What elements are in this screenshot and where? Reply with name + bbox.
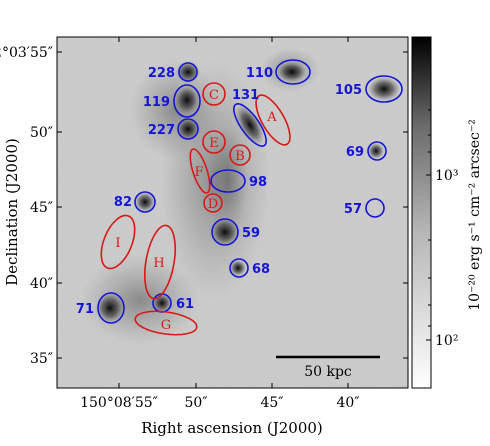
- y-tick-label: 2°03′55″: [0, 45, 53, 61]
- region-label: A: [266, 110, 277, 125]
- region-82-marker: [134, 191, 156, 213]
- region-label: 57: [344, 202, 362, 217]
- region-label: D: [208, 197, 218, 212]
- region-label: 228: [148, 66, 175, 81]
- region-label: 98: [249, 175, 267, 190]
- colorbar-ticks: [426, 109, 431, 341]
- region-110-marker: [275, 59, 311, 85]
- region-label: E: [209, 136, 219, 151]
- region-B-marker: [229, 144, 251, 166]
- x-tick-label: 50″: [184, 395, 207, 411]
- tick-marks: [57, 37, 408, 388]
- region-68-marker: [229, 258, 249, 278]
- region-119-marker: [173, 84, 201, 118]
- region-label: I: [115, 236, 120, 251]
- region-105-marker: [365, 75, 403, 103]
- region-label: B: [235, 149, 245, 164]
- region-label: H: [153, 256, 164, 271]
- region-label: 131: [232, 88, 259, 103]
- region-label: 61: [176, 297, 194, 312]
- region-H-marker: [143, 224, 177, 300]
- region-F-marker: [189, 148, 211, 194]
- region-label: F: [194, 165, 203, 180]
- region-label: 110: [246, 66, 273, 81]
- region-G-marker: [134, 310, 198, 336]
- colorbar-tick-label: 10³: [435, 168, 458, 184]
- region-E-marker: [202, 130, 226, 154]
- region-59-marker: [211, 218, 239, 246]
- region-I-marker: [100, 214, 136, 270]
- x-axis-label: Right ascension (J2000): [141, 419, 323, 437]
- colorbar: [411, 36, 432, 389]
- region-131-marker: [233, 103, 267, 147]
- y-axis-label: Declination (J2000): [3, 138, 21, 286]
- colorbar-tick-label: 10²: [435, 333, 458, 349]
- region-A-marker: [255, 94, 291, 146]
- region-69-marker: [367, 141, 387, 161]
- region-57-marker: [365, 198, 385, 218]
- x-tick-label: 45″: [260, 395, 283, 411]
- red-region-markers: [100, 82, 291, 336]
- region-label: 82: [114, 195, 132, 210]
- region-D-marker: [203, 193, 223, 213]
- y-tick-label: 40″: [30, 276, 53, 292]
- region-label: 105: [335, 83, 362, 98]
- colorbar-label: 10⁻²⁰ erg s⁻¹ cm⁻² arcsec⁻²: [467, 119, 483, 311]
- region-label: 227: [148, 123, 175, 138]
- region-label: C: [209, 88, 219, 103]
- region-label: 71: [76, 302, 94, 317]
- y-tick-label: 50″: [30, 125, 53, 141]
- region-label: G: [161, 318, 171, 333]
- region-label: 68: [252, 262, 270, 277]
- region-label: 69: [346, 145, 364, 160]
- y-tick-label: 35″: [30, 351, 53, 367]
- plot-frame: [56, 36, 409, 389]
- region-98-marker: [210, 169, 246, 193]
- x-tick-label: 40″: [336, 395, 359, 411]
- region-C-marker: [202, 82, 226, 106]
- scale-bar-label: 50 kpc: [304, 364, 352, 380]
- y-tick-label: 45″: [30, 200, 53, 216]
- region-label: 119: [143, 95, 170, 110]
- region-label: 59: [242, 226, 260, 241]
- region-71-marker: [97, 292, 125, 324]
- region-227-marker: [177, 118, 199, 140]
- x-tick-label: 150°08′55″: [80, 395, 158, 411]
- region-228-marker: [178, 62, 198, 82]
